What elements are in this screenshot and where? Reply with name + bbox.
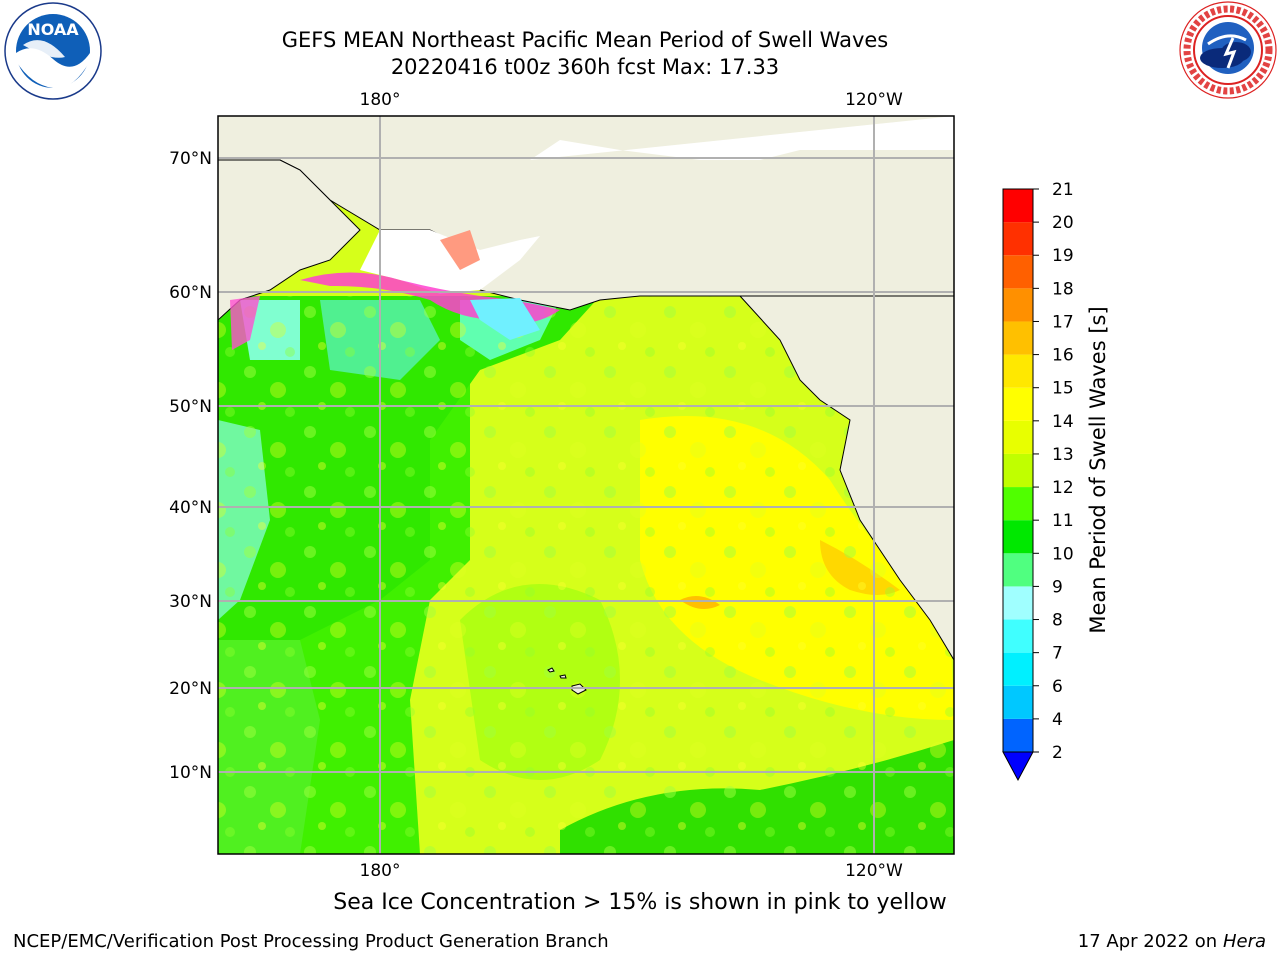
lat-tick-label: 30°N bbox=[169, 592, 212, 612]
colorbar-segment bbox=[1003, 487, 1033, 521]
colorbar-tick-label: 11 bbox=[1052, 511, 1074, 531]
colorbar-segment bbox=[1003, 189, 1033, 223]
map-frame bbox=[217, 115, 955, 855]
lon-tick-label-top: 120°W bbox=[845, 90, 903, 110]
colorbar-tick-label: 6 bbox=[1052, 677, 1063, 697]
colorbar-segment bbox=[1003, 453, 1033, 488]
nws-logo bbox=[1179, 1, 1277, 99]
lat-tick-label: 20°N bbox=[169, 679, 212, 699]
colorbar-extend-arrow bbox=[1002, 751, 1034, 782]
colorbar-tick-label: 20 bbox=[1052, 213, 1074, 233]
lat-tick-label: 60°N bbox=[169, 283, 212, 303]
colorbar-segment bbox=[1003, 288, 1033, 322]
colorbar-segment bbox=[1003, 222, 1033, 256]
colorbar-segment bbox=[1003, 553, 1033, 587]
colorbar-segment bbox=[1003, 387, 1033, 421]
land-alaska bbox=[530, 116, 954, 160]
colorbar-tick-label: 2 bbox=[1052, 743, 1063, 763]
colorbar-segment bbox=[1003, 652, 1033, 686]
title-line-1: GEFS MEAN Northeast Pacific Mean Period … bbox=[281, 28, 889, 52]
colorbar-tick-label: 13 bbox=[1052, 445, 1074, 465]
colorbar-segment bbox=[1003, 354, 1033, 388]
colorbar-tick-label: 16 bbox=[1052, 346, 1074, 366]
lat-tick-label: 10°N bbox=[169, 763, 212, 783]
noaa-logo: NOAA bbox=[4, 2, 102, 100]
colorbar-tick-label: 21 bbox=[1052, 180, 1074, 200]
colorbar-segment bbox=[1003, 586, 1033, 620]
colorbar-tick-label: 14 bbox=[1052, 412, 1074, 432]
colorbar-segment bbox=[1003, 685, 1033, 719]
colorbar-tick-label: 18 bbox=[1052, 279, 1074, 299]
colorbar-segment bbox=[1003, 520, 1033, 554]
lon-tick-label-bottom: 180° bbox=[360, 861, 401, 881]
colorbar-segment bbox=[1003, 255, 1033, 289]
footer-machine: Hera bbox=[1222, 931, 1266, 952]
colorbar-tick-label: 4 bbox=[1052, 710, 1063, 730]
colorbar-segment bbox=[1003, 619, 1033, 653]
gridlines bbox=[218, 116, 954, 854]
colorbar: 2 4 6 7 8 9 10 11 12 13 14 15 16 17 18 19 20 21 bbox=[1002, 180, 1074, 782]
lon-tick-label-bottom: 120°W bbox=[845, 861, 903, 881]
colorbar-tick-label: 12 bbox=[1052, 478, 1074, 498]
sea-ice-note: Sea Ice Concentration > 15% is shown in … bbox=[333, 890, 947, 915]
colorbar-tick-label: 8 bbox=[1052, 611, 1063, 631]
lat-tick-label: 40°N bbox=[169, 498, 212, 518]
land-east-coast bbox=[738, 295, 954, 661]
title-line-2: 20220416 t00z 360h fcst Max: 17.33 bbox=[390, 55, 780, 79]
colorbar-tick-label: 10 bbox=[1052, 544, 1074, 564]
lat-tick-label: 50°N bbox=[169, 397, 212, 417]
colorbar-frame bbox=[1002, 188, 1034, 752]
footer-date: 17 Apr 2022 on bbox=[1077, 931, 1223, 952]
colorbar-label: Mean Period of Swell Waves [s] bbox=[1086, 306, 1110, 633]
colorbar-segment bbox=[1003, 420, 1033, 454]
colorbar-tick-label: 9 bbox=[1052, 577, 1063, 597]
colorbar-segment bbox=[1003, 321, 1033, 355]
land-bering-white bbox=[360, 230, 540, 294]
noaa-logo-text: NOAA bbox=[27, 20, 79, 39]
colorbar-segment bbox=[1003, 718, 1033, 752]
colorbar-tick-label: 17 bbox=[1052, 312, 1074, 332]
footer-right: 17 Apr 2022 on Hera bbox=[1078, 931, 1266, 952]
lon-tick-label-top: 180° bbox=[360, 90, 401, 110]
footer-left: NCEP/EMC/Verification Post Processing Pr… bbox=[13, 931, 609, 952]
lat-tick-label: 70°N bbox=[169, 149, 212, 169]
colorbar-tick-label: 7 bbox=[1052, 644, 1063, 664]
colorbar-tick-label: 15 bbox=[1052, 379, 1074, 399]
colorbar-tick-label: 19 bbox=[1052, 246, 1074, 266]
